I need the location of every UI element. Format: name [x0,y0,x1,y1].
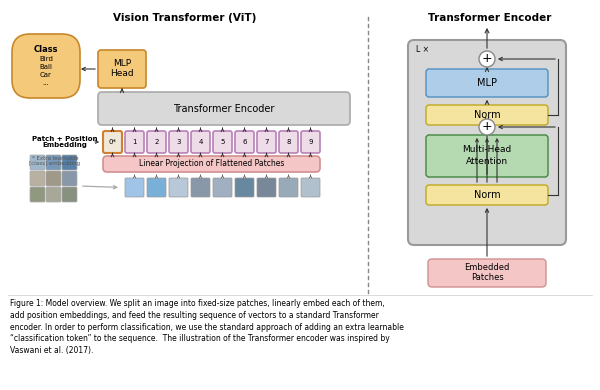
FancyBboxPatch shape [235,131,254,153]
Text: Vision Transformer (ViT): Vision Transformer (ViT) [113,13,257,23]
FancyBboxPatch shape [62,155,77,170]
Text: 1: 1 [132,139,137,145]
Text: * Extra learnable: * Extra learnable [32,156,79,161]
FancyBboxPatch shape [213,131,232,153]
FancyBboxPatch shape [301,131,320,153]
FancyBboxPatch shape [169,131,188,153]
Text: [class] embedding: [class] embedding [29,161,80,165]
FancyBboxPatch shape [426,185,548,205]
FancyBboxPatch shape [191,131,210,153]
FancyBboxPatch shape [46,171,61,186]
Text: Bird: Bird [39,56,53,62]
Text: Norm: Norm [473,190,500,200]
FancyBboxPatch shape [235,178,254,197]
FancyBboxPatch shape [257,131,276,153]
FancyBboxPatch shape [98,50,146,88]
Text: ...: ... [43,80,49,86]
Text: Car: Car [40,72,52,78]
FancyBboxPatch shape [147,178,166,197]
FancyBboxPatch shape [125,131,144,153]
FancyBboxPatch shape [98,92,350,125]
Text: Embedded: Embedded [464,264,509,273]
FancyBboxPatch shape [301,178,320,197]
FancyBboxPatch shape [213,178,232,197]
FancyBboxPatch shape [169,178,188,197]
Text: 4: 4 [199,139,203,145]
Text: Multi-Head: Multi-Head [463,145,512,154]
Text: 8: 8 [286,139,291,145]
Text: 6: 6 [242,139,247,145]
Text: Patch + Position: Patch + Position [32,136,98,142]
FancyBboxPatch shape [30,171,45,186]
Text: 2: 2 [154,139,158,145]
Text: Embedding: Embedding [43,142,88,148]
Text: Class: Class [34,44,58,53]
FancyBboxPatch shape [125,178,144,197]
FancyBboxPatch shape [46,187,61,202]
FancyBboxPatch shape [30,155,45,170]
FancyBboxPatch shape [46,155,61,170]
Text: Patches: Patches [470,273,503,282]
FancyBboxPatch shape [279,131,298,153]
Text: Linear Projection of Flattened Patches: Linear Projection of Flattened Patches [139,160,284,168]
Text: Ball: Ball [40,64,53,70]
Circle shape [479,51,495,67]
Text: 7: 7 [264,139,269,145]
FancyBboxPatch shape [426,135,548,177]
FancyBboxPatch shape [257,178,276,197]
Text: MLP: MLP [113,60,131,69]
Circle shape [479,119,495,135]
Text: Norm: Norm [473,110,500,120]
Text: L ×: L × [415,46,428,55]
Text: 5: 5 [220,139,224,145]
FancyBboxPatch shape [191,178,210,197]
FancyBboxPatch shape [147,131,166,153]
FancyBboxPatch shape [30,187,45,202]
FancyBboxPatch shape [12,34,80,98]
FancyBboxPatch shape [428,259,546,287]
Text: MLP: MLP [477,78,497,88]
Text: Head: Head [110,69,134,78]
Text: 9: 9 [308,139,313,145]
FancyBboxPatch shape [426,105,548,125]
FancyBboxPatch shape [408,40,566,245]
Text: Transformer Encoder: Transformer Encoder [428,13,551,23]
Text: 3: 3 [176,139,181,145]
Text: +: + [482,53,493,66]
Text: Attention: Attention [466,156,508,165]
FancyBboxPatch shape [279,178,298,197]
Text: Figure 1: Model overview. We split an image into fixed-size patches, linearly em: Figure 1: Model overview. We split an im… [10,299,404,355]
FancyBboxPatch shape [103,156,320,172]
Text: +: + [482,121,493,133]
FancyBboxPatch shape [62,187,77,202]
Text: Transformer Encoder: Transformer Encoder [173,103,275,113]
Text: 0*: 0* [109,139,116,145]
FancyBboxPatch shape [62,171,77,186]
FancyBboxPatch shape [103,131,122,153]
FancyBboxPatch shape [426,69,548,97]
